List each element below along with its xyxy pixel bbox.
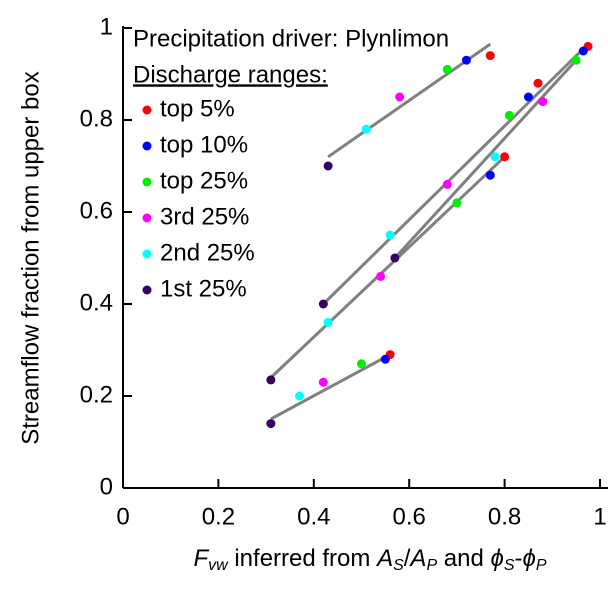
point: [533, 78, 543, 88]
fit-line: [322, 45, 587, 306]
point: [504, 110, 514, 120]
x-label-part: vw: [208, 557, 229, 574]
point: [485, 51, 495, 61]
x-tick-label: 0.2: [202, 503, 235, 530]
point: [318, 377, 328, 387]
point: [390, 253, 400, 263]
point: [323, 161, 333, 171]
point: [361, 124, 371, 134]
point: [490, 152, 500, 162]
point: [442, 179, 452, 189]
fit-line: [270, 353, 391, 421]
x-label-part: A: [408, 545, 426, 572]
x-label-part: F: [193, 545, 209, 572]
x-label-part: P: [536, 557, 547, 574]
point: [571, 55, 581, 65]
point: [357, 359, 366, 369]
point: [266, 375, 276, 385]
y-axis-label: Streamflow fraction from upper box: [17, 71, 44, 445]
point: [266, 419, 276, 429]
legend-label: top 25%: [160, 167, 248, 194]
x-label-part: P: [426, 557, 437, 574]
point: [500, 152, 510, 162]
legend-marker: [142, 213, 152, 223]
legend-label: 1st 25%: [160, 275, 247, 302]
point: [385, 230, 395, 240]
point: [376, 271, 386, 281]
point: [380, 354, 390, 364]
x-label-part: S: [504, 557, 515, 574]
y-tick-label: 0: [100, 473, 113, 500]
legend-marker: [142, 105, 152, 115]
point: [395, 92, 405, 102]
point: [485, 170, 495, 180]
x-label-part: ϕ: [523, 545, 536, 572]
point: [442, 64, 452, 74]
legend-marker: [142, 285, 152, 295]
legend-label: 3rd 25%: [160, 203, 249, 230]
x-label-part: -: [515, 545, 523, 572]
x-label-part: and: [437, 545, 490, 572]
legend-subtitle: Discharge ranges:: [133, 61, 328, 88]
x-tick-label: 0: [116, 503, 129, 530]
fit-line: [393, 59, 578, 260]
point: [538, 97, 548, 107]
x-label-part: S: [393, 557, 404, 574]
x-label-part: inferred from: [228, 545, 377, 572]
legend-marker: [142, 141, 152, 151]
y-tick-label: 0.8: [80, 105, 113, 132]
point: [294, 391, 304, 401]
y-tick-label: 0.4: [80, 289, 113, 316]
point: [461, 55, 471, 65]
legend-label: top 10%: [160, 131, 248, 158]
point: [523, 92, 533, 102]
y-tick-label: 0.2: [80, 381, 113, 408]
fit-line: [269, 155, 506, 379]
point: [578, 46, 588, 56]
x-tick-label: 0.8: [488, 503, 521, 530]
x-label-part: A: [375, 545, 393, 572]
legend-label: top 5%: [160, 95, 235, 122]
point: [323, 317, 333, 327]
legend-label: 2nd 25%: [160, 239, 255, 266]
x-tick-label: 0.6: [393, 503, 426, 530]
x-label-part: /: [404, 545, 411, 572]
x-axis-label: Fvw inferred from AS/AP and ϕS-ϕP: [193, 545, 546, 574]
y-tick-label: 1: [100, 13, 113, 40]
legend-marker: [142, 177, 152, 187]
point: [318, 299, 328, 309]
point: [452, 198, 462, 208]
x-tick-label: 1: [593, 503, 606, 530]
legend-title: Precipitation driver: Plynlimon: [133, 25, 449, 52]
x-tick-label: 0.4: [297, 503, 330, 530]
legend-marker: [142, 249, 152, 259]
y-tick-label: 0.6: [80, 197, 113, 224]
x-label-part: ϕ: [491, 545, 504, 572]
